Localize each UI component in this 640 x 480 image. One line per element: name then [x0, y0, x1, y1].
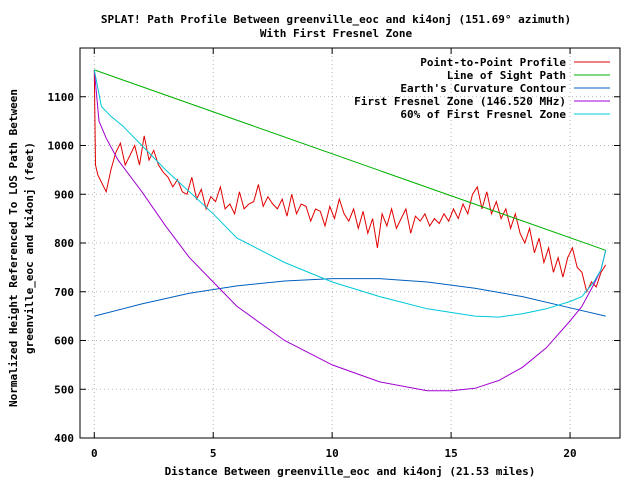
series-line-line-of-sight-path [94, 69, 606, 251]
x-axis-label: Distance Between greenville_eoc and ki4o… [165, 465, 536, 478]
y-tick-label: 500 [54, 383, 74, 396]
y-axis-label-line1: Normalized Height Referenced To LOS Path… [7, 89, 20, 407]
legend-label-60-of-first-fresnel-zone: 60% of First Fresnel Zone [400, 108, 566, 121]
series-line-point-to-point-profile [93, 69, 607, 294]
y-tick-label: 600 [54, 335, 74, 348]
chart-subtitle: With First Fresnel Zone [260, 27, 413, 40]
series-line-earth-s-curvature-contour [94, 278, 606, 317]
legend-label-earth-s-curvature-contour: Earth's Curvature Contour [400, 82, 566, 95]
x-tick-label: 20 [563, 447, 576, 460]
series-line-60-of-first-fresnel-zone [93, 69, 607, 318]
legend-label-first-fresnel-zone-146-520-mhz: First Fresnel Zone (146.520 MHz) [354, 95, 566, 108]
series-line-first-fresnel-zone-146-520-mhz [93, 69, 607, 392]
x-tick-label: 15 [444, 447, 457, 460]
y-axis-label-line2: greenville_eoc and ki4onj (feet) [23, 142, 36, 354]
legend-label-line-of-sight-path: Line of Sight Path [447, 69, 566, 82]
x-tick-label: 5 [210, 447, 217, 460]
chart-title: SPLAT! Path Profile Between greenville_e… [101, 13, 571, 26]
grid [80, 48, 620, 439]
x-tick-label: 10 [326, 447, 339, 460]
y-tick-label: 900 [54, 188, 74, 201]
legend-label-point-to-point-profile: Point-to-Point Profile [420, 56, 566, 69]
y-tick-label: 400 [54, 432, 74, 445]
x-tick-label: 0 [91, 447, 98, 460]
axis-ticks: 0 5 10 15 20 400 500 600 700 800 900 1000 1100 [48, 48, 620, 460]
y-tick-label: 1100 [48, 91, 75, 104]
series-layer [93, 69, 607, 392]
y-tick-label: 700 [54, 286, 74, 299]
y-tick-label: 800 [54, 237, 74, 250]
y-tick-label: 1000 [48, 140, 75, 153]
plot-frame [79, 47, 621, 439]
